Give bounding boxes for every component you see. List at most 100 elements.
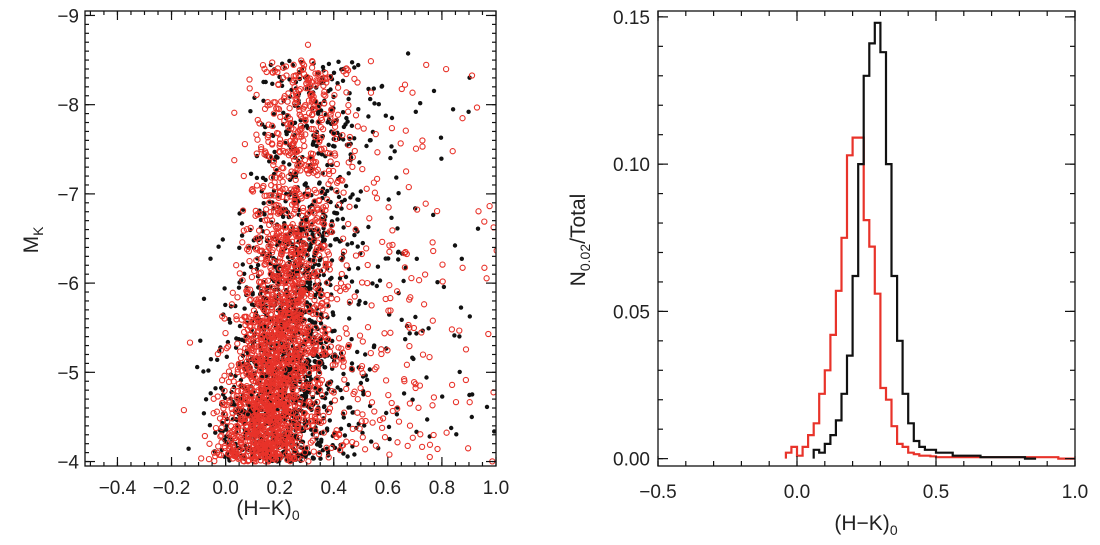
scatter-point-red: [318, 392, 326, 399]
scatter-point-black: [251, 238, 256, 243]
scatter-point-black: [369, 439, 374, 444]
scatter-point-red: [241, 140, 249, 148]
scatter-point-black: [201, 296, 207, 301]
scatter-point-red: [306, 308, 313, 316]
scatter-point-red: [314, 375, 321, 382]
scatter-point-red: [293, 233, 300, 240]
scatter-point-red: [276, 209, 283, 216]
scatter-point-red: [312, 159, 320, 166]
scatter-point-black: [376, 102, 381, 107]
scatter-point-red: [271, 203, 278, 210]
scatter-point-red: [288, 246, 295, 254]
scatter-point-red: [301, 449, 309, 456]
scatter-point-red: [300, 382, 308, 389]
scatter-point-red: [473, 104, 481, 111]
scatter-point-red: [277, 254, 284, 261]
scatter-point-black: [396, 191, 401, 196]
scatter-point-red: [439, 278, 446, 285]
scatter-point-red: [210, 449, 218, 456]
scatter-point-black: [322, 404, 327, 409]
scatter-point-red: [275, 105, 283, 113]
scatter-point-black: [352, 65, 357, 70]
scatter-point-red: [254, 136, 261, 143]
scatter-point-black: [454, 432, 459, 437]
scatter-point-red: [386, 242, 393, 249]
scatter-point-red: [300, 385, 307, 392]
scatter-point-red: [292, 224, 299, 232]
scatter-point-red: [359, 434, 366, 441]
scatter-point-red: [252, 397, 259, 404]
scatter-point-red: [285, 90, 292, 97]
scatter-point-red: [332, 361, 339, 368]
scatter-point-black: [270, 133, 276, 138]
scatter-point-black: [431, 212, 436, 218]
scatter-point-black: [366, 224, 371, 230]
scatter-point-red: [245, 243, 252, 251]
scatter-point-red: [274, 280, 281, 287]
scatter-point-red: [268, 317, 275, 324]
scatter-x-tick-label: 0.2: [266, 478, 292, 499]
scatter-point-red: [443, 429, 450, 436]
scatter-point-red: [286, 352, 293, 359]
scatter-point-red: [331, 150, 338, 157]
scatter-point-red: [296, 380, 303, 388]
scatter-point-black: [213, 386, 218, 391]
scatter-point-black: [411, 356, 416, 362]
scatter-point-red: [456, 327, 463, 334]
scatter-point-red: [288, 383, 295, 390]
scatter-point-red: [246, 85, 253, 92]
scatter-point-black: [261, 79, 266, 85]
scatter-point-red: [287, 285, 294, 292]
scatter-point-black: [239, 221, 245, 226]
scatter-point-red: [243, 313, 250, 320]
scatter-x-axis-title: (H−K)0: [236, 497, 299, 523]
scatter-point-red: [276, 142, 283, 150]
scatter-point-red: [270, 396, 278, 403]
scatter-point-red: [239, 207, 247, 214]
scatter-point-red: [278, 164, 286, 171]
scatter-point-red: [282, 443, 289, 450]
scatter-point-red: [430, 431, 437, 439]
scatter-point-red: [397, 140, 404, 147]
scatter-point-red: [519, 191, 524, 196]
scatter-point-black: [466, 109, 471, 115]
scatter-point-red: [329, 167, 337, 175]
scatter-point-red: [252, 212, 259, 219]
histogram-line-red: [784, 136, 1075, 460]
scatter-point-black: [355, 244, 360, 249]
scatter-point-red: [315, 70, 322, 77]
scatter-point-black: [254, 175, 260, 181]
scatter-point-black: [340, 110, 346, 115]
scatter-point-red: [267, 264, 274, 272]
scatter-point-red: [290, 73, 297, 80]
scatter-point-red: [418, 443, 426, 451]
scatter-point-red: [234, 340, 241, 347]
scatter-point-red: [244, 362, 251, 370]
scatter-point-red: [401, 81, 409, 88]
scatter-point-red: [298, 195, 305, 202]
scatter-point-black: [394, 175, 399, 180]
scatter-point-black: [324, 391, 329, 396]
histogram-y-tick-label: 0.15: [613, 8, 650, 29]
scatter-point-red: [297, 272, 304, 279]
scatter-point-red: [253, 244, 261, 252]
scatter-point-red: [227, 423, 235, 430]
scatter-point-red: [244, 433, 252, 440]
scatter-x-tick-label: 1.0: [483, 478, 509, 499]
scatter-point-red: [268, 403, 275, 410]
scatter-point-black: [329, 275, 334, 281]
scatter-point-red: [230, 443, 237, 451]
scatter-point-black: [330, 143, 336, 149]
scatter-point-red: [325, 408, 332, 416]
scatter-point-red: [371, 408, 378, 415]
scatter-point-red: [228, 415, 235, 422]
scatter-point-black: [395, 226, 400, 231]
scatter-point-red: [368, 399, 376, 406]
scatter-point-black: [201, 369, 206, 374]
scatter-point-red: [343, 89, 350, 96]
scatter-point-black: [360, 430, 365, 436]
scatter-point-black: [370, 129, 376, 135]
scatter-point-red: [287, 119, 295, 127]
scatter-point-red: [259, 61, 267, 69]
scatter-point-red: [327, 114, 334, 121]
